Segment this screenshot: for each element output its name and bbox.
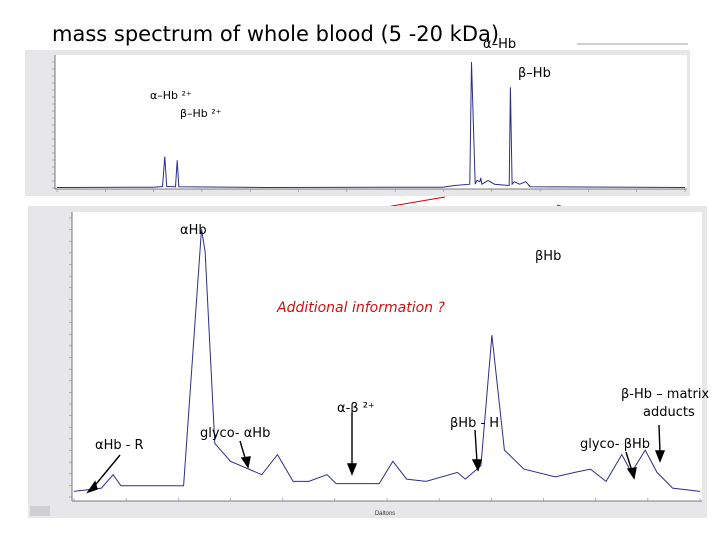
bottom-x-ticks [73,498,701,501]
additional-information-note: Additional information ? [277,300,445,316]
top-spectrum-line [56,61,686,189]
bottom-label-glyco-alpha-hb: glyco- αHb [200,426,271,441]
bottom-panel-logo [30,506,50,516]
arrow-glyco-beta-hb [625,451,637,480]
arrow-alpha-hb-r [86,454,121,494]
top-y-ticks [52,61,55,189]
top-label-beta-hb: β–Hb [518,66,551,81]
peak-arrows [86,413,666,494]
top-label-alpha-hb: α–Hb [483,37,517,52]
bottom-label-alpha-hb: αHb [180,223,207,238]
slide-title: mass spectrum of whole blood (5 -20 kDa) [52,22,500,46]
top-plot-area [55,55,687,189]
bottom-label-alpha-beta-2plus: α-β ²⁺ [337,401,375,416]
top-spectrum-panel [25,43,690,196]
bottom-spectrum-line [73,229,701,492]
bottom-label-matrix-adducts-line2: adducts [643,405,695,420]
bottom-x-axis-label: Daltons [375,511,395,517]
top-label-alpha-hb-2plus: α–Hb ²⁺ [150,89,192,102]
bottom-plot-area [72,212,702,501]
arrow-beta-hb-h [471,429,482,472]
arrow-glyco-alpha-hb [239,440,251,469]
bottom-y-ticks [69,217,72,498]
top-x-ticks [56,189,686,192]
bottom-label-beta-hb-h: βHb - H [450,416,500,431]
arrow-alpha-beta-2plus [346,413,358,476]
bottom-label-beta-hb: βHb [535,249,562,264]
bottom-label-glyco-beta-hb: glyco- βHb [580,437,651,452]
bottom-spectrum-panel: Daltons [28,206,707,518]
bottom-label-alpha-hb-r: αHb - R [95,438,144,453]
top-label-beta-hb-2plus: β–Hb ²⁺ [180,107,222,120]
bottom-label-matrix-adducts-line1: β-Hb – matrix [621,387,710,402]
arrow-matrix-adducts [654,424,666,463]
